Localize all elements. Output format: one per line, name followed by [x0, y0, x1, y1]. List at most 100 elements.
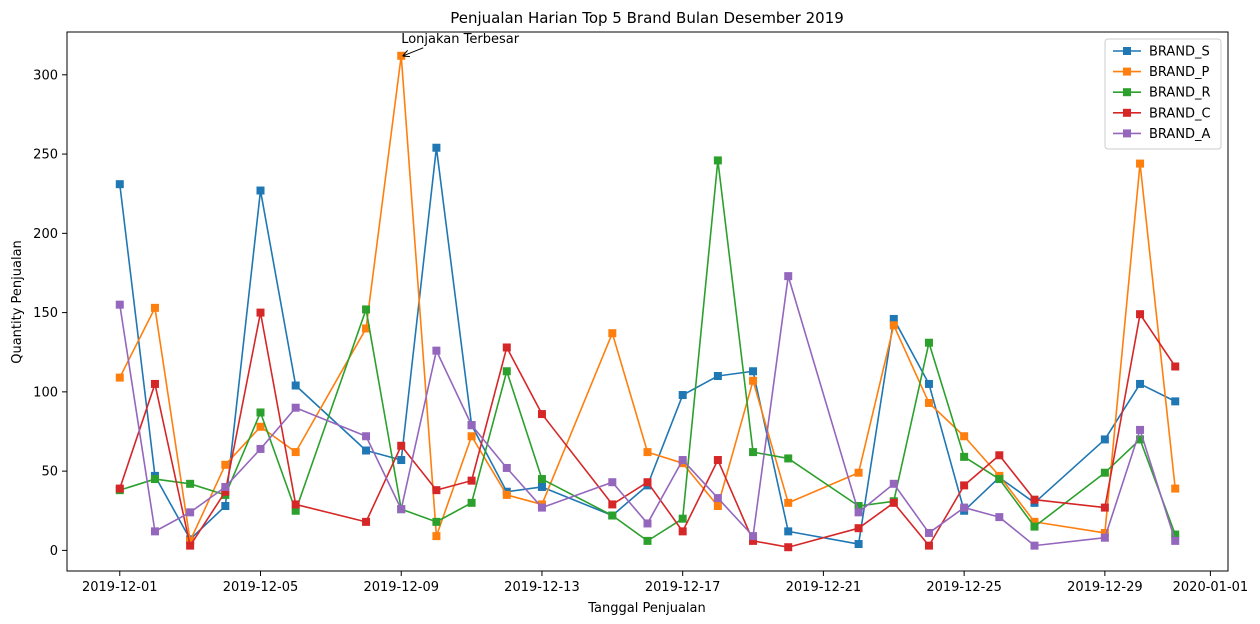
data-point	[784, 543, 793, 552]
data-point	[678, 527, 687, 536]
legend-marker	[1123, 47, 1131, 55]
data-point	[1171, 362, 1180, 371]
data-point	[432, 346, 441, 355]
data-point	[608, 511, 617, 520]
data-point	[467, 498, 476, 507]
y-tick-label: 0	[50, 544, 58, 559]
annotation-text: Lonjakan Terbesar	[401, 32, 519, 47]
data-point	[749, 367, 758, 376]
legend-marker	[1123, 88, 1131, 97]
y-tick-label: 150	[33, 306, 58, 321]
data-point	[362, 432, 371, 441]
data-point	[784, 272, 793, 281]
data-point	[502, 490, 511, 499]
x-axis: 2019-12-01 2019-12-05 2019-12-09 2019-12-13…	[82, 571, 1248, 595]
data-point	[713, 494, 722, 503]
data-point	[115, 373, 124, 382]
data-point	[537, 482, 546, 491]
data-point	[115, 484, 124, 493]
data-point	[256, 444, 265, 453]
data-point	[1136, 425, 1145, 434]
legend-label: BRAND_C	[1149, 106, 1211, 121]
data-point	[608, 478, 617, 487]
data-point	[924, 541, 933, 550]
data-point	[995, 513, 1004, 522]
data-point	[150, 379, 159, 388]
legend-item: BRAND_S	[1113, 45, 1210, 60]
data-point	[749, 532, 758, 541]
data-point	[1100, 533, 1109, 542]
data-point	[291, 506, 300, 515]
data-point	[256, 422, 265, 431]
data-point	[854, 508, 863, 517]
legend-item: BRAND_R	[1113, 86, 1211, 101]
data-point	[115, 300, 124, 309]
data-point	[749, 376, 758, 385]
data-point	[854, 502, 863, 511]
data-point	[1100, 468, 1109, 477]
data-point	[362, 446, 371, 455]
data-point	[854, 524, 863, 533]
data-point	[537, 475, 546, 484]
legend-label: BRAND_S	[1149, 45, 1210, 60]
data-point	[291, 500, 300, 509]
data-point	[256, 308, 265, 317]
data-point	[1100, 435, 1109, 444]
data-point	[186, 541, 195, 550]
data-point	[291, 403, 300, 412]
data-point	[854, 468, 863, 477]
data-point	[1136, 435, 1145, 444]
series-brand-c	[115, 308, 1180, 552]
data-point	[186, 508, 195, 517]
legend-box	[1104, 38, 1222, 150]
legend-item: BRAND_C	[1113, 106, 1211, 121]
data-point	[713, 456, 722, 465]
data-point	[889, 314, 898, 323]
legend-marker	[1123, 129, 1131, 138]
data-point	[362, 324, 371, 333]
data-point	[432, 532, 441, 541]
y-tick-label: 250	[33, 148, 58, 163]
data-point	[889, 479, 898, 488]
annotation: Lonjakan Terbesar	[401, 32, 520, 56]
data-point	[502, 367, 511, 376]
data-point	[1100, 503, 1109, 512]
data-point	[1030, 522, 1039, 531]
y-tick-label: 100	[33, 385, 58, 400]
plot-area	[66, 31, 1229, 572]
x-tick-label: 2020-01-01	[1173, 580, 1249, 595]
data-point	[960, 452, 969, 461]
legend-label: BRAND_A	[1149, 127, 1211, 142]
data-point	[397, 51, 406, 60]
data-point	[1136, 159, 1145, 168]
data-point	[643, 536, 652, 545]
data-point	[467, 421, 476, 430]
data-point	[960, 503, 969, 512]
data-point	[221, 502, 230, 511]
x-tick-label: 2019-12-25	[926, 580, 1002, 595]
legend-label: BRAND_R	[1149, 86, 1211, 101]
legend-marker	[1123, 67, 1131, 76]
data-point	[749, 536, 758, 545]
data-point	[537, 410, 546, 419]
data-point	[537, 503, 546, 512]
data-point	[256, 186, 265, 195]
data-point	[960, 432, 969, 441]
annotation-arrow	[403, 47, 424, 56]
data-point	[502, 343, 511, 352]
data-point	[1171, 397, 1180, 406]
legend-marker	[1123, 108, 1131, 117]
chart-title: Penjualan Harian Top 5 Brand Bulan Desem…	[450, 9, 844, 27]
legend-label: BRAND_P	[1149, 65, 1210, 80]
series-line	[119, 54, 1177, 542]
data-point	[749, 448, 758, 457]
series-brand-a	[115, 272, 1180, 550]
data-point	[1136, 379, 1145, 388]
data-point	[291, 381, 300, 390]
x-tick-label: 2019-12-17	[645, 580, 721, 595]
data-point	[186, 479, 195, 488]
data-point	[995, 451, 1004, 460]
data-point	[924, 398, 933, 407]
data-point	[150, 527, 159, 536]
